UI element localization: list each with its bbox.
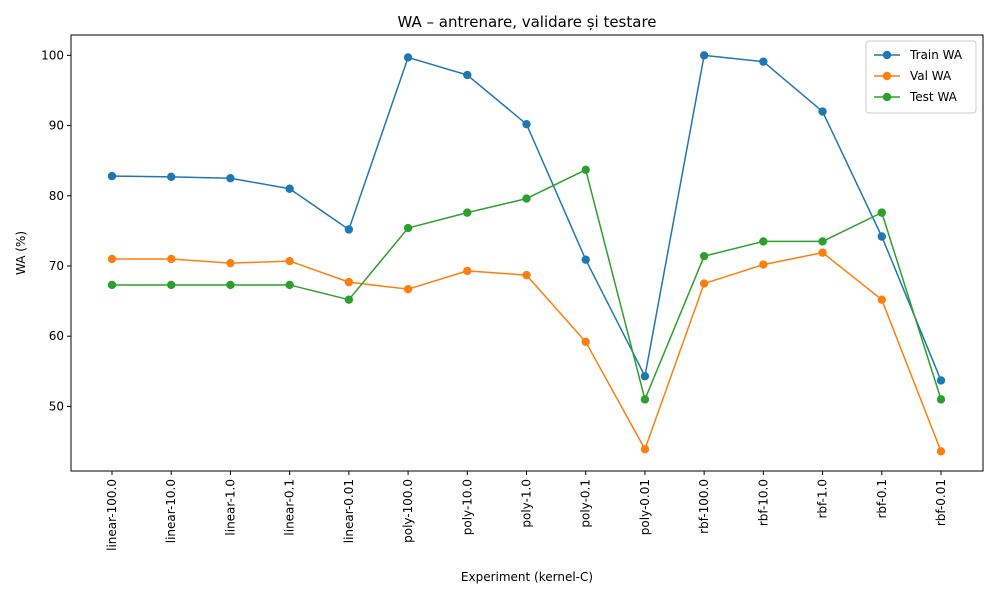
data-point-val-wa	[226, 258, 235, 268]
legend-label-val-wa: Val WA	[910, 69, 952, 83]
data-point-test-wa	[818, 237, 827, 246]
x-tick-label: poly-1.0	[520, 479, 534, 528]
data-point-val-wa	[581, 337, 590, 347]
x-tick-label: rbf-100.0	[697, 479, 711, 534]
x-tick-label: poly-0.1	[579, 479, 593, 528]
legend: Train WA Val WA Test WA	[865, 40, 977, 114]
data-point-test-wa	[759, 237, 768, 246]
legend-label-test-wa: Test WA	[909, 90, 958, 104]
data-point-test-wa	[107, 280, 117, 290]
data-point-train-wa	[107, 171, 117, 181]
x-tick-label: rbf-0.01	[934, 479, 948, 526]
series-line-train-wa	[111, 54, 942, 381]
data-point-train-wa	[640, 372, 650, 381]
data-point-val-wa	[167, 254, 176, 264]
data-point-val-wa	[403, 284, 413, 294]
legend-marker-test-wa	[882, 92, 892, 102]
x-tick-label: linear-0.1	[283, 479, 297, 536]
x-tick-label: linear-0.01	[342, 479, 356, 543]
data-point-train-wa	[877, 232, 886, 241]
data-point-test-wa	[640, 395, 650, 404]
x-tick-label: poly-0.01	[638, 479, 652, 535]
data-point-test-wa	[226, 280, 235, 290]
series-line-test-wa	[112, 169, 942, 401]
data-point-test-wa	[877, 208, 886, 217]
chart-title: WA – antrenare, validare și testare	[397, 13, 656, 31]
data-point-val-wa	[818, 248, 827, 257]
legend-label-train-wa: Train WA	[909, 48, 963, 62]
data-point-train-wa	[522, 119, 531, 129]
legend-marker-train-wa	[882, 50, 892, 60]
data-point-val-wa	[285, 256, 294, 266]
data-point-val-wa	[344, 277, 354, 287]
y-tick-label: 100	[41, 48, 64, 62]
data-point-test-wa	[285, 280, 294, 290]
data-point-test-wa	[699, 251, 709, 261]
data-point-test-wa	[936, 395, 946, 404]
data-point-test-wa	[522, 194, 531, 203]
y-tick-label: 50	[49, 399, 64, 413]
data-point-val-wa	[522, 270, 531, 280]
legend-box	[865, 40, 977, 114]
x-tick-label: linear-10.0	[164, 479, 178, 543]
data-point-train-wa	[226, 174, 235, 183]
x-tick-label: rbf-1.0	[816, 479, 830, 519]
x-tick-label: poly-10.0	[460, 479, 474, 535]
data-point-val-wa	[877, 295, 886, 304]
data-point-train-wa	[699, 51, 709, 60]
data-point-train-wa	[759, 57, 768, 66]
data-point-train-wa	[344, 225, 354, 234]
data-point-train-wa	[463, 70, 472, 80]
y-tick-label: 60	[49, 329, 64, 343]
y-tick-label: 70	[49, 259, 64, 273]
series-line-val-wa	[112, 251, 942, 452]
plot-frame	[70, 34, 984, 472]
data-point-val-wa	[640, 445, 650, 454]
data-point-test-wa	[403, 223, 413, 233]
data-point-test-wa	[167, 280, 176, 290]
x-tick-label: rbf-0.1	[875, 479, 889, 519]
data-point-train-wa	[403, 53, 413, 62]
plot-area: 50 60 70 80 90 100 linear-100.0 linear-10.0 line…	[41, 34, 984, 551]
data-point-test-wa	[344, 295, 354, 304]
legend-marker-val-wa	[882, 71, 892, 81]
y-tick-label: 90	[49, 119, 64, 133]
data-point-val-wa	[699, 279, 709, 288]
x-tick-label: linear-100.0	[105, 479, 119, 551]
data-point-train-wa	[167, 172, 176, 182]
data-point-train-wa	[285, 184, 294, 193]
x-axis-label: Experiment (kernel-C)	[461, 570, 593, 584]
x-tick-label: poly-100.0	[401, 479, 415, 543]
data-point-val-wa	[759, 260, 768, 269]
y-axis-label: WA (%)	[14, 231, 28, 275]
data-point-val-wa	[107, 254, 117, 264]
data-point-test-wa	[463, 208, 472, 217]
data-point-train-wa	[818, 107, 827, 116]
data-point-train-wa	[581, 255, 590, 264]
y-tick-label: 80	[49, 189, 64, 203]
x-tick-label: rbf-10.0	[756, 479, 770, 526]
data-point-val-wa	[936, 447, 946, 456]
data-point-test-wa	[581, 165, 590, 175]
data-point-val-wa	[463, 266, 472, 276]
data-point-train-wa	[936, 376, 946, 385]
x-tick-label: linear-1.0	[223, 479, 237, 536]
